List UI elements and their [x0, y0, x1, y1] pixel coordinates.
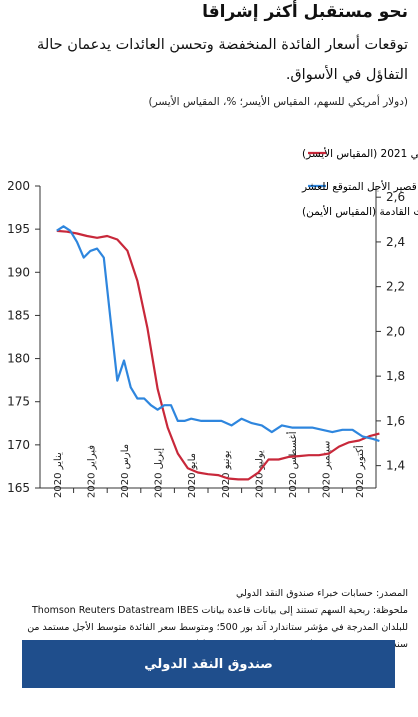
right-tick-label: 2,2 — [386, 280, 405, 294]
legend-label-rate-line2: سنوات القادمة (المقياس الأيمن) — [302, 205, 418, 218]
line-chart: تقديرات ربحية السهم في 2021 (المقياس الأ… — [7, 147, 418, 498]
source-line: المصدر: حسابات خبراء صندوق النقد الدولي — [236, 588, 408, 599]
right-tick-label: 1,8 — [386, 369, 405, 383]
left-tick-label: 200 — [7, 179, 30, 193]
left-tick-label: 185 — [7, 308, 30, 322]
left-tick-label: 175 — [7, 395, 30, 409]
right-tick-label: 1,6 — [386, 414, 405, 428]
left-tick-label: 170 — [7, 438, 30, 452]
axes: 165 170 175 180 185 190 195 200 1,4 1,6 1,8 2,0 2,2 2… — [7, 179, 405, 498]
left-tick-label: 180 — [7, 352, 30, 366]
legend: تقديرات ربحية السهم في 2021 (المقياس الأ… — [301, 147, 418, 218]
right-tick-label: 2,4 — [386, 235, 405, 249]
left-tick-label: 190 — [7, 265, 30, 279]
right-tick-label: 2,0 — [386, 324, 405, 338]
left-tick-label: 165 — [7, 481, 30, 495]
left-tick-label: 195 — [7, 222, 30, 236]
x-tick-label: يوليو 2020 — [254, 450, 265, 498]
legend-label-rate-line1: متوسط سعر الفائدة قصير الأجل المتوقع للع… — [301, 180, 418, 193]
x-tick-label: سبتمبر 2020 — [322, 441, 333, 498]
x-tick-label: أكتوبر 2020 — [353, 445, 366, 498]
x-tick-label: يونيو 2020 — [221, 450, 232, 498]
x-tick-label: إبريل 2020 — [154, 448, 165, 498]
x-tick-label: فبراير 2020 — [86, 445, 97, 498]
x-tick-label: يناير 2020 — [53, 452, 64, 498]
series-layer — [56, 225, 380, 481]
x-tick-label: مارس 2020 — [120, 444, 131, 498]
legend-label-eps: تقديرات ربحية السهم في 2021 (المقياس الأ… — [302, 147, 418, 160]
imf-footer-banner: صندوق النقد الدولي — [22, 640, 395, 688]
series-line-rate — [56, 225, 380, 443]
right-tick-label: 1,4 — [386, 459, 405, 473]
chart-title: نحو مستقبل أكثر إشراقا — [202, 2, 408, 22]
series-line-eps — [56, 229, 380, 481]
x-tick-label: مايو 2020 — [187, 453, 198, 498]
right-tick-label: 2,6 — [386, 190, 405, 204]
units-note: (دولار أمريكي للسهم، المقياس الأيسر؛ %، … — [148, 96, 408, 108]
x-tick-label: أغسطس 2020 — [286, 431, 299, 498]
chart-subtitle: توقعات أسعار الفائدة المنخفضة وتحسن العا… — [37, 37, 408, 83]
footer-label: صندوق النقد الدولي — [144, 656, 273, 672]
